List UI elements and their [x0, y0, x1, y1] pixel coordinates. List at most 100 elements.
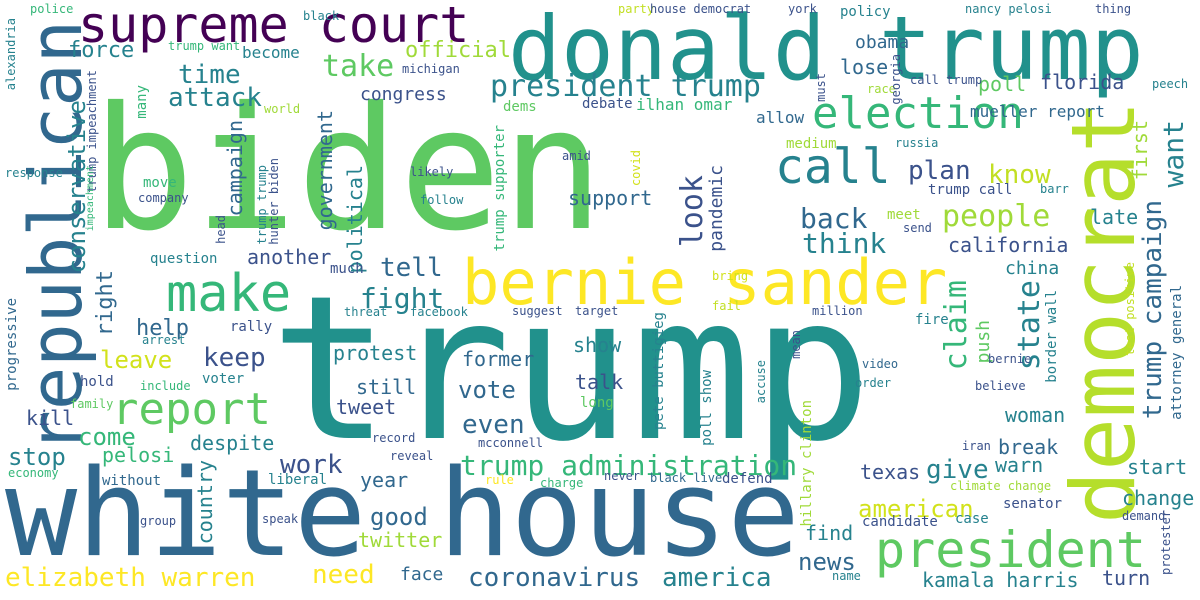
word-likely: likely [410, 165, 454, 179]
word-california: california [948, 233, 1069, 257]
word-bring: bring [712, 269, 749, 283]
word-nancy-pelosi: nancy pelosi [965, 2, 1052, 16]
word-china: china [1005, 258, 1060, 279]
word-despite: despite [190, 431, 275, 455]
word-talk: talk [575, 370, 624, 394]
word-show: show [573, 333, 622, 357]
word-liberal: liberal [268, 472, 328, 488]
word-congress: congress [360, 84, 447, 105]
word-become: become [242, 43, 300, 62]
word-iran: iran [962, 439, 991, 453]
word-much: much [330, 261, 364, 277]
word-without: without [102, 473, 162, 489]
word-michigan: michigan [402, 62, 460, 76]
word-people: people [942, 199, 1051, 234]
word-twitter: twitter [358, 528, 443, 552]
word-climate-change: climate change [950, 479, 1052, 493]
word-campaign: campaign [223, 120, 247, 217]
word-order: order [855, 376, 892, 390]
word-florida: florida [1040, 70, 1125, 94]
word-tell: tell [380, 253, 443, 283]
word-work: work [280, 450, 343, 480]
word-must: must [814, 73, 828, 102]
word-leave: leave [100, 346, 173, 374]
word-face: face [400, 564, 444, 585]
word-donald-trump: donald trump [508, 0, 1144, 100]
word-give: give [926, 455, 989, 485]
word-first: first [1128, 120, 1152, 181]
word-change: change [1122, 486, 1195, 510]
word-white-house: white house [5, 445, 800, 584]
word-good: good [370, 503, 428, 531]
word-head: head [214, 215, 228, 244]
word-fight: fight [360, 282, 445, 315]
word-official: official [405, 38, 511, 63]
word-force: force [68, 38, 135, 63]
word-house-democrat: house democrat [650, 2, 752, 16]
word-bernie: bernie [988, 352, 1032, 366]
word-fire: fire [915, 312, 949, 328]
word-political: political [343, 165, 367, 274]
word-election: election [812, 88, 1024, 139]
word-senator: senator [1003, 496, 1063, 512]
word-amid: amid [562, 149, 591, 163]
word-black-live: black live [650, 471, 723, 485]
word-ilhan-omar: ilhan omar [636, 95, 733, 114]
word-president: president [875, 521, 1146, 579]
word-kamala-harris: kamala harris [922, 568, 1079, 592]
word-black: black [303, 9, 340, 23]
word-name: name [832, 569, 861, 583]
word-america: america [662, 563, 772, 593]
word-coronavirus: coronavirus [468, 563, 641, 593]
word-texas: texas [860, 460, 921, 484]
word-american: american [858, 495, 974, 523]
word-turn: turn [1102, 566, 1151, 590]
word-record: record [372, 431, 416, 445]
word-case: case [955, 511, 989, 527]
word-barr: barr [1040, 182, 1069, 196]
word-break: break [998, 435, 1059, 459]
word-rally: rally [230, 319, 273, 335]
word-fail: fail [712, 299, 741, 313]
word-mcconnell: mcconnell [478, 436, 544, 450]
word-include: include [140, 379, 191, 393]
word-impeachment: impeachment [85, 165, 96, 232]
word-trump: trump [270, 253, 873, 486]
word-medium: medium [786, 136, 837, 152]
word-make: make [166, 264, 292, 324]
word-allow: allow [756, 108, 805, 127]
word-candidate: candidate [862, 514, 938, 530]
word-police: police [30, 2, 74, 16]
word-know: know [988, 160, 1051, 190]
word-attorney-general: attorney general [1169, 285, 1185, 420]
word-trump-campaign: trump campaign [1138, 200, 1168, 420]
word-peech: peech [1152, 77, 1189, 91]
word-even: even [462, 410, 525, 440]
word-help: help [136, 316, 189, 341]
word-thing: thing [1095, 2, 1132, 16]
word-need: need [312, 560, 375, 590]
word-obama: obama [855, 32, 910, 53]
word-mean: mean [789, 330, 803, 359]
word-question: question [150, 251, 218, 267]
word-right: right [93, 270, 118, 337]
word-hillary-clinton: hillary clinton [799, 400, 815, 527]
word-race: race [867, 82, 896, 96]
word-stop: stop [8, 443, 66, 471]
word-response: response [5, 166, 63, 180]
word-many: many [134, 85, 150, 119]
word-family: family [70, 397, 114, 411]
word-policy: policy [840, 4, 891, 20]
word-arrest: arrest [142, 333, 186, 347]
word-believe: believe [975, 379, 1026, 393]
word-send: send [903, 221, 932, 235]
word-trump-call: trump call [928, 182, 1013, 198]
word-mueller-report: mueller report [970, 102, 1105, 121]
word-trump-administration: trump administration [460, 449, 798, 482]
word-want: want [1157, 120, 1190, 188]
word-trump-supporter: trump supporter [492, 125, 508, 252]
word-find: find [805, 521, 854, 545]
word-million: million [812, 304, 863, 318]
word-start: start [1127, 455, 1188, 479]
